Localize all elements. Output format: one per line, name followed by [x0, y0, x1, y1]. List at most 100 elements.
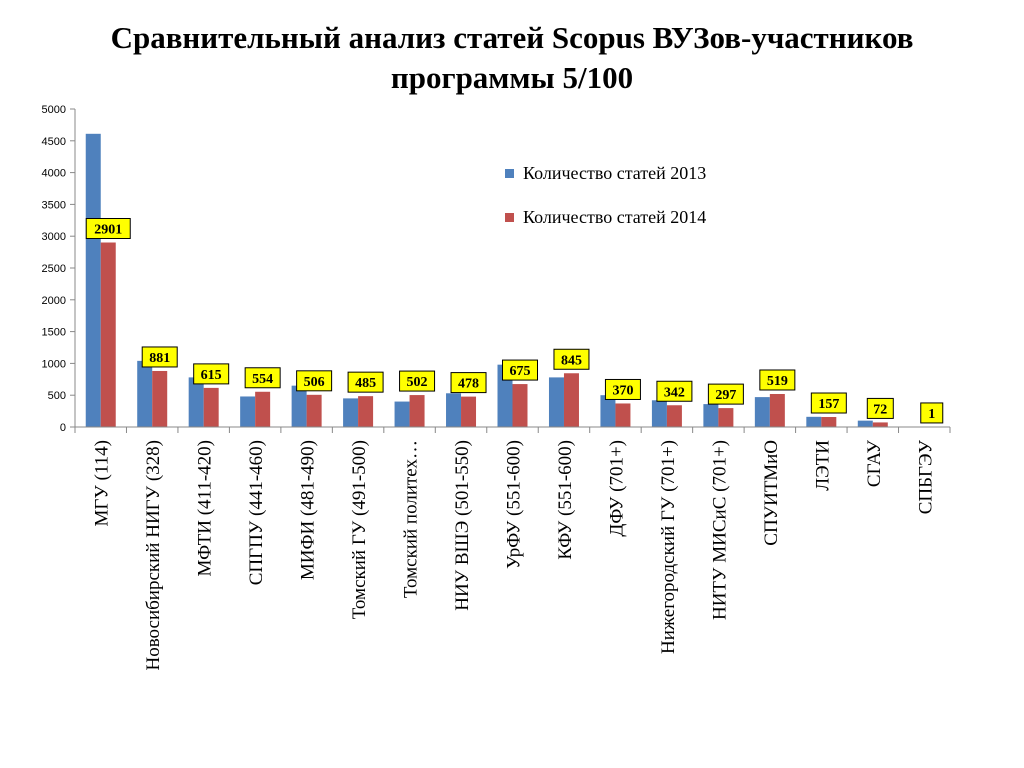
bar-2014: [203, 387, 219, 427]
data-label: 485: [355, 376, 376, 391]
chart-title-line-2: программы 5/100: [390, 60, 634, 95]
bar-2013: [548, 377, 564, 427]
data-label: 1: [928, 407, 935, 422]
bar-2014: [666, 405, 682, 427]
y-tick-label: 4000: [42, 168, 66, 180]
bar-2013: [291, 385, 307, 427]
y-tick-label: 2500: [42, 263, 66, 275]
data-label-box: [553, 348, 590, 370]
bar-2014: [615, 403, 631, 427]
bar-2013: [240, 396, 256, 427]
data-label-box: [85, 218, 131, 239]
bar-2014: [152, 370, 168, 427]
bar-2013: [85, 133, 101, 428]
y-tick-label: 0: [60, 422, 66, 434]
chart-title: Сравнительный анализ статей Scopus ВУЗов…: [0, 18, 1024, 98]
data-label: 72: [873, 402, 887, 417]
data-label-box: [244, 367, 281, 389]
x-category-label: ЛЭТИ: [812, 440, 833, 491]
bar-2014: [255, 391, 271, 427]
x-category-label: КФУ (551-600): [555, 440, 576, 560]
bar-2013: [703, 404, 719, 427]
data-label: 615: [201, 368, 222, 383]
data-label: 478: [458, 377, 479, 392]
data-label: 297: [715, 388, 736, 403]
y-tick-label: 500: [48, 390, 66, 402]
data-label: 506: [304, 375, 325, 390]
bar-2013: [600, 395, 616, 427]
x-category-label: Нижегородский ГУ (701+): [658, 440, 679, 654]
y-tick-label: 4500: [42, 136, 66, 148]
bar-2014: [409, 395, 425, 427]
y-tick-label: 2000: [42, 295, 66, 307]
bar-2014: [358, 396, 374, 427]
data-label-box: [604, 378, 641, 400]
data-label: 554: [252, 372, 273, 387]
data-label: 519: [767, 374, 788, 389]
x-category-label: Томский политех…: [401, 440, 422, 598]
data-label-box: [866, 397, 894, 419]
x-category-label: МИФИ (481-490): [298, 440, 319, 580]
x-category-label: НИТУ МИСиС (701+): [709, 440, 730, 620]
data-label-box: [141, 346, 178, 368]
x-category-label: СПГПУ (441-460): [246, 440, 267, 585]
bar-2013: [188, 377, 204, 427]
bar-2014: [100, 242, 116, 427]
x-category-label: НИУ ВШЭ (501-550): [452, 440, 473, 611]
bar-2014: [306, 394, 322, 427]
bar-2013: [754, 397, 770, 427]
data-label: 2901: [94, 223, 122, 238]
x-category-label: УрФУ (551-600): [504, 440, 525, 569]
data-label-box: [707, 383, 744, 405]
y-tick-label: 1500: [42, 327, 66, 339]
bar-2014: [563, 373, 579, 427]
data-label-box: [450, 372, 487, 394]
bar-2013: [343, 398, 359, 427]
bar-2014: [718, 408, 734, 427]
data-label-box: [193, 363, 230, 385]
legend-swatch-2013: [505, 169, 514, 178]
data-label: 370: [612, 383, 633, 398]
data-label-box: [920, 402, 944, 424]
x-category-label: СПБГЭУ: [915, 439, 936, 514]
x-category-label: МФТИ (411-420): [195, 440, 216, 577]
data-label: 342: [664, 385, 685, 400]
data-label-box: [347, 371, 384, 393]
data-label-box: [656, 380, 693, 402]
data-label: 881: [149, 351, 170, 366]
bar-2013: [446, 393, 462, 427]
x-category-label: СПУИТМиО: [761, 440, 782, 546]
data-label: 502: [407, 375, 428, 390]
x-category-label: МГУ (114): [92, 440, 113, 527]
x-category-label: ДФУ (701+): [606, 440, 627, 537]
bar-2014: [512, 384, 528, 427]
bar-2013: [857, 420, 873, 427]
bar-2013: [651, 400, 667, 427]
data-label-box: [502, 359, 538, 381]
legend-label-2014: Количество статей 2014: [523, 207, 706, 227]
x-category-label: СГАУ: [864, 439, 885, 487]
bar-2014: [821, 417, 837, 427]
data-label-box: [399, 370, 436, 392]
bar-2014: [461, 396, 477, 427]
x-category-label: Томский ГУ (491-500): [349, 440, 370, 619]
data-label-box: [759, 369, 796, 391]
bar-2013: [394, 401, 410, 427]
y-tick-label: 1000: [42, 358, 66, 370]
data-label: 845: [561, 353, 582, 368]
bar-2014: [769, 393, 785, 427]
legend-label-2013: Количество статей 2013: [523, 163, 706, 183]
y-tick-label: 3000: [42, 231, 66, 243]
data-label: 157: [818, 397, 839, 412]
bar-2014: [872, 422, 888, 427]
data-label-box: [810, 392, 847, 414]
bar-2013: [137, 360, 153, 427]
bar-2013: [806, 416, 822, 427]
data-label: 675: [510, 364, 531, 379]
legend-swatch-2014: [505, 213, 514, 222]
y-tick-label: 5000: [42, 104, 66, 116]
x-category-label: Новосибирский НИГУ (328): [143, 440, 164, 671]
y-tick-label: 3500: [42, 199, 66, 211]
data-label-box: [296, 370, 333, 392]
